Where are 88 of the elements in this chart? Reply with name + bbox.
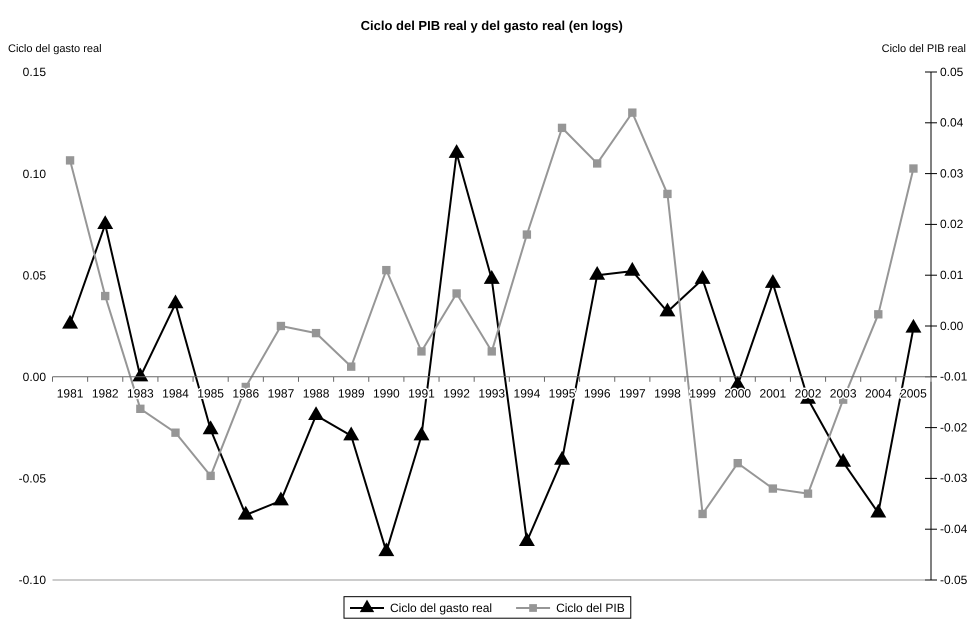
point: [909, 164, 918, 173]
point: [168, 294, 184, 308]
x-tick-label: 1982: [92, 386, 119, 400]
point: [378, 542, 394, 556]
point: [276, 322, 286, 330]
point: [768, 484, 778, 493]
point: [905, 318, 922, 333]
point: [558, 124, 566, 132]
legend-label: Ciclo del gasto real: [390, 601, 492, 616]
point: [132, 368, 148, 382]
point: [874, 310, 882, 318]
x-tick-label: 1983: [127, 386, 154, 400]
x-tick-label: 1993: [478, 386, 506, 400]
x-tick-label: 1992: [443, 386, 470, 400]
point: [628, 108, 636, 117]
point: [308, 406, 324, 420]
y-tick-label: 0.05: [22, 268, 46, 282]
point: [764, 274, 781, 288]
y2-tick-label: 0.01: [940, 268, 964, 282]
point: [97, 215, 114, 229]
point: [694, 270, 711, 284]
point: [171, 428, 180, 437]
point: [592, 159, 602, 168]
point: [347, 362, 356, 371]
x-tick-label: 2001: [760, 386, 787, 400]
point: [414, 426, 430, 440]
point: [870, 504, 886, 518]
point: [66, 156, 74, 165]
y-tick-label: 0.10: [22, 166, 46, 181]
point: [659, 302, 676, 316]
y2-axis-title: Ciclo del PIB real: [882, 43, 966, 55]
y2-tick-label: 0.05: [940, 64, 964, 79]
point: [417, 347, 426, 356]
point: [343, 426, 360, 440]
y2-tick-label: -0.05: [940, 572, 968, 587]
y2-tick-label: -0.01: [940, 370, 968, 384]
y-axis-title: Ciclo del gasto real: [8, 43, 102, 55]
y-tick-label: -0.10: [18, 573, 46, 588]
point: [488, 347, 496, 356]
point: [448, 144, 465, 158]
x-tick-label: 2003: [830, 386, 857, 400]
point: [136, 404, 145, 413]
y2-tick-label: 0.00: [940, 318, 964, 333]
point: [484, 270, 500, 284]
point: [272, 492, 289, 506]
point: [452, 289, 461, 298]
x-tick-label: 1987: [268, 386, 295, 400]
point: [624, 262, 640, 276]
point: [206, 472, 215, 480]
x-tick-label: 1997: [618, 386, 646, 400]
y2-tick-label: 0.04: [940, 116, 964, 130]
x-tick-label: 1990: [372, 386, 400, 400]
point: [522, 230, 532, 239]
x-tick-label: 1988: [302, 386, 330, 400]
point: [382, 266, 391, 274]
point: [238, 506, 254, 520]
x-tick-label: 1999: [689, 386, 716, 400]
x-tick-label: 1986: [232, 386, 260, 400]
y2-tick-label: -0.03: [940, 471, 968, 486]
legend-label: Ciclo del PIB: [556, 601, 625, 616]
point: [62, 314, 78, 329]
x-tick-label: 1994: [514, 386, 541, 400]
x-tick-label: 2000: [724, 386, 752, 400]
chart-title: Ciclo del PIB real y del gasto real (en logs): [360, 18, 623, 33]
x-tick-label: 2004: [864, 386, 892, 400]
y2-tick-label: 0.02: [940, 217, 964, 232]
x-tick-label: 1998: [654, 386, 682, 400]
point: [202, 420, 219, 434]
point: [312, 328, 320, 338]
y-tick-label: 0.00: [22, 370, 46, 384]
x-tick-label: 1996: [584, 386, 611, 400]
point: [804, 489, 812, 498]
point: [663, 190, 672, 198]
y-tick-label: 0.15: [22, 65, 46, 80]
y2-tick-label: -0.02: [940, 420, 968, 434]
point: [518, 532, 535, 546]
point: [101, 292, 110, 300]
x-tick-label: 1984: [162, 386, 190, 400]
x-tick-label: 1989: [338, 386, 365, 400]
point: [554, 450, 570, 465]
point: [835, 452, 852, 467]
y2-tick-label: -0.04: [940, 522, 968, 536]
point: [698, 510, 707, 518]
y2-tick-label: 0.03: [940, 166, 964, 180]
point: [734, 458, 742, 468]
y-tick-label: -0.05: [18, 472, 46, 486]
point: [589, 266, 606, 280]
x-tick-label: 1981: [56, 386, 84, 400]
